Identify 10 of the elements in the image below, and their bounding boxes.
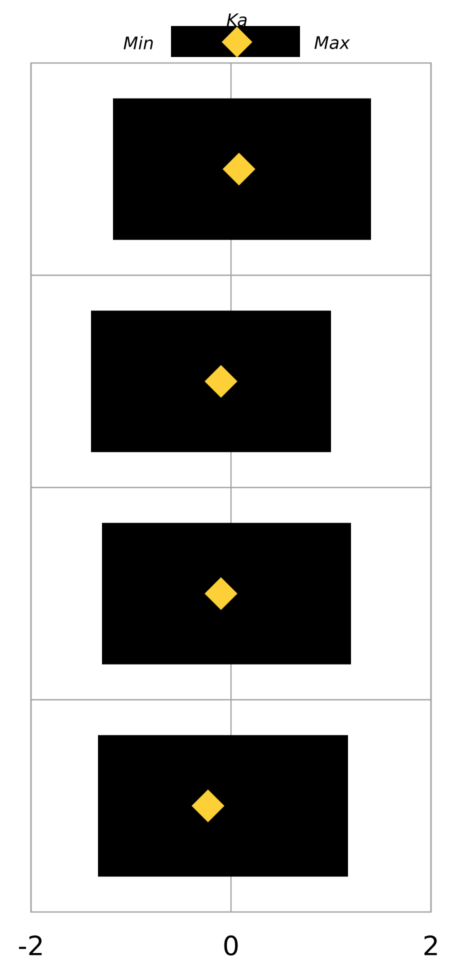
text: Ka <box>226 14 247 26</box>
text: Min <box>124 36 153 50</box>
bar <box>113 98 371 240</box>
x-tick-label: 0 <box>224 935 238 956</box>
x-tick-label: 2 <box>424 935 437 956</box>
text: Max <box>314 36 350 50</box>
bar <box>102 522 351 664</box>
x-tick-label: -2 <box>19 935 42 956</box>
bar <box>91 310 331 452</box>
bar <box>98 735 348 877</box>
